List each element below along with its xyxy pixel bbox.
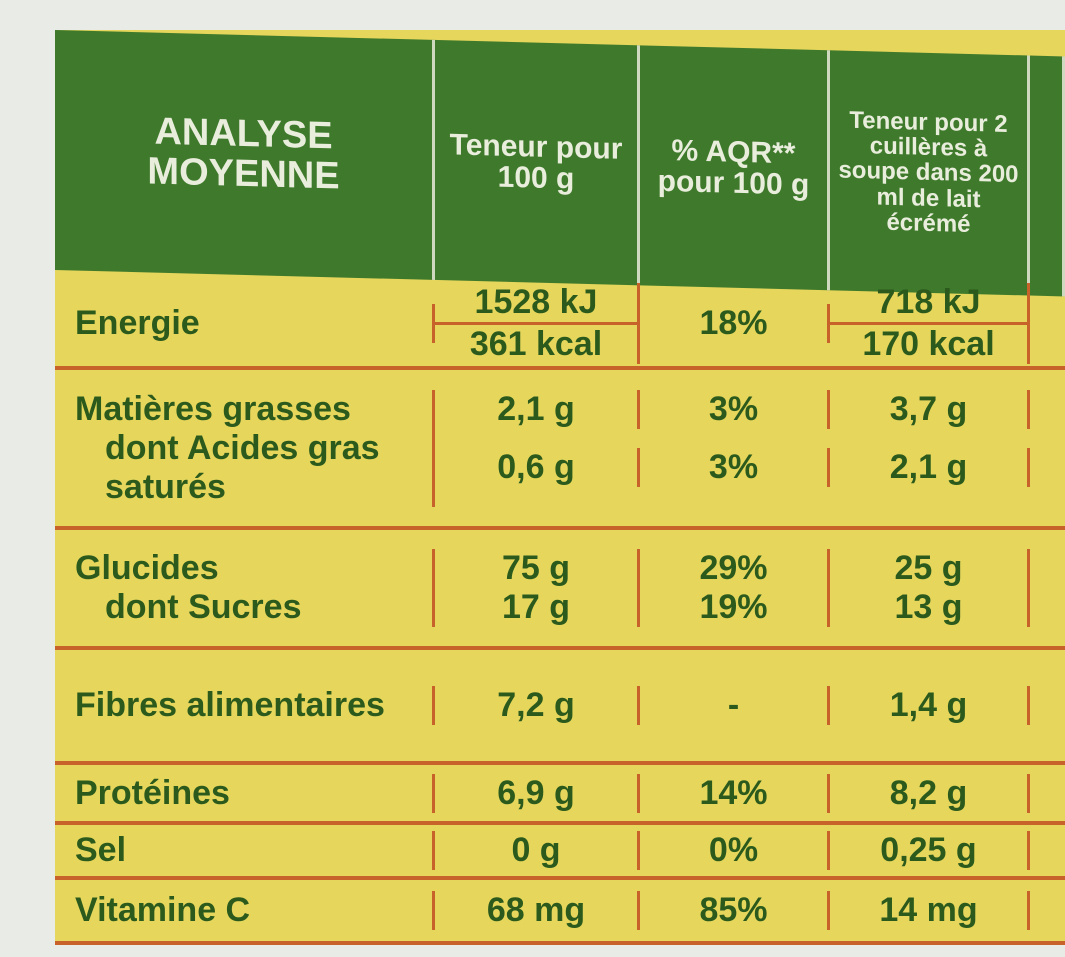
nutrition-label: ANALYSE MOYENNE Teneur pour 100 g% AQR** … [55, 30, 1065, 945]
cell: 18% [640, 303, 830, 343]
cell: 14% [640, 773, 830, 813]
row-group: Protéines 6,9 g 14% 8,2 g [55, 765, 1065, 825]
cell: 17 g [435, 588, 640, 627]
row-label: Fibres alimentaires [55, 686, 435, 725]
cell: 85% [640, 891, 830, 930]
row-label: dont Acides gras saturés [55, 428, 435, 507]
cell: 1,4 g [830, 686, 1030, 725]
cell: 2,1 g [435, 389, 640, 429]
header-cell: Teneur pour 2 cuillères à soupe dans 200… [830, 50, 1030, 296]
header-cell: % AQR** pour 100 g [640, 45, 830, 291]
header-cell: ANALYSE MOYENNE [55, 30, 435, 280]
cell: 0,25 g [830, 831, 1030, 870]
row-group: Vitamine C 68 mg 85% 14 mg [55, 880, 1065, 945]
row-group: Energie 1528 kJ 361 kcal 18% 718 kJ 170 kcal [55, 280, 1065, 370]
row-label: Protéines [55, 773, 435, 813]
row-label: Energie [55, 303, 435, 343]
row-group: Sel 0 g 0% 0,25 g [55, 825, 1065, 880]
row-group: Glucides 75 g 29% 25 g dont Sucres 17 g 19% 13 … [55, 530, 1065, 650]
cell-line: 361 kcal [435, 321, 637, 364]
cell: 19% [640, 588, 830, 627]
table-row: Protéines 6,9 g 14% 8,2 g [55, 773, 1065, 813]
cell: 0,6 g [435, 448, 640, 487]
header-cell: Teneur pour 100 g [435, 39, 640, 286]
cell: 13 g [830, 588, 1030, 627]
cell: 718 kJ 170 kcal [830, 282, 1030, 364]
cell: 29% [640, 549, 830, 588]
cell: 8,2 g [830, 773, 1030, 813]
cell: 25 g [830, 549, 1030, 588]
header-cell [1030, 55, 1065, 297]
table-row: Matières grasses 2,1 g 3% 3,7 g [55, 389, 1065, 429]
cell: 3% [640, 448, 830, 487]
cell: 14 mg [830, 891, 1030, 930]
table-row: dont Acides gras saturés 0,6 g 3% 2,1 g [55, 428, 1065, 507]
row-label: Matières grasses [55, 389, 435, 429]
table-header: ANALYSE MOYENNE Teneur pour 100 g% AQR** … [55, 30, 1065, 297]
table-row: Glucides 75 g 29% 25 g [55, 549, 1065, 588]
row-label: dont Sucres [55, 588, 435, 627]
table-row: Energie 1528 kJ 361 kcal 18% 718 kJ 170 kcal [55, 282, 1065, 364]
cell: 3% [640, 389, 830, 429]
cell: 6,9 g [435, 773, 640, 813]
row-group: Matières grasses 2,1 g 3% 3,7 g dont Acides … [55, 370, 1065, 530]
cell: 7,2 g [435, 686, 640, 725]
cell-line: 1528 kJ [474, 282, 598, 321]
table-body: Energie 1528 kJ 361 kcal 18% 718 kJ 170 kcal M… [55, 280, 1065, 945]
cell-line: 170 kcal [830, 321, 1027, 364]
cell: 75 g [435, 549, 640, 588]
row-label: Glucides [55, 549, 435, 588]
row-group: Fibres alimentaires 7,2 g -1,4 g [55, 650, 1065, 765]
cell: - [640, 686, 830, 725]
cell: 0% [640, 831, 830, 870]
cell: 2,1 g [830, 448, 1030, 487]
cell: 1528 kJ 361 kcal [435, 282, 640, 364]
table-row: Vitamine C 68 mg 85% 14 mg [55, 891, 1065, 930]
row-label: Sel [55, 831, 435, 870]
cell-line: 718 kJ [876, 282, 981, 321]
cell: 68 mg [435, 891, 640, 930]
row-label: Vitamine C [55, 891, 435, 930]
table-row: Fibres alimentaires 7,2 g -1,4 g [55, 686, 1065, 725]
table-row: dont Sucres 17 g 19% 13 g [55, 588, 1065, 627]
cell: 3,7 g [830, 389, 1030, 429]
table-row: Sel 0 g 0% 0,25 g [55, 831, 1065, 870]
cell: 0 g [435, 831, 640, 870]
